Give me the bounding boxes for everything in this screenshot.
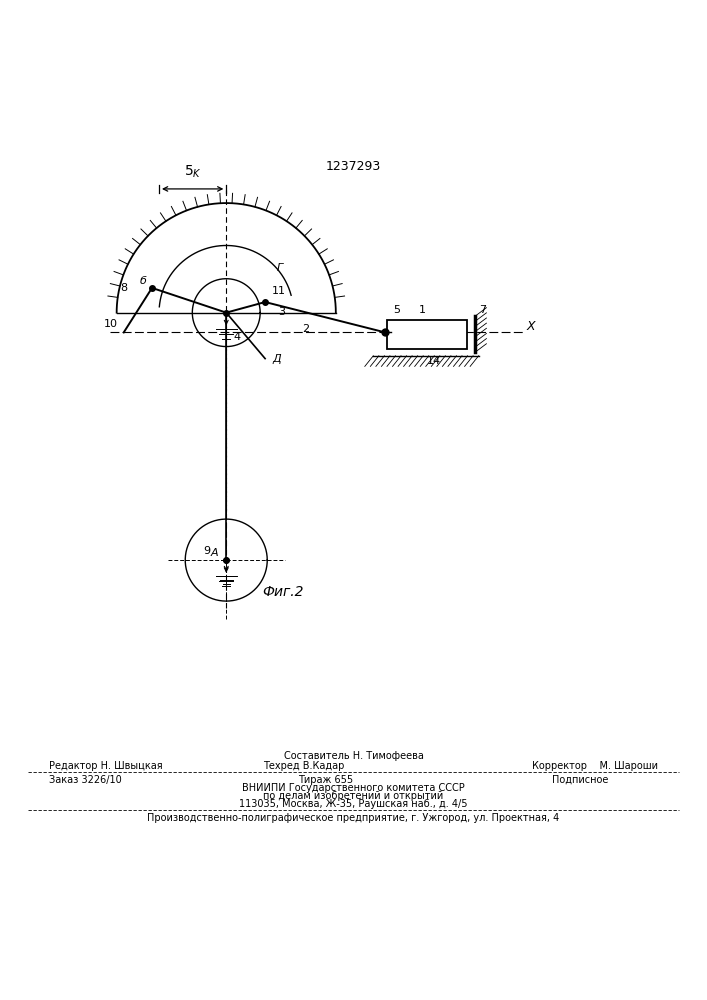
- Text: Заказ 3226/10: Заказ 3226/10: [49, 775, 122, 785]
- Text: Производственно-полиграфическое предприятие, г. Ужгород, ул. Проектная, 4: Производственно-полиграфическое предприя…: [147, 813, 560, 823]
- Text: 8: 8: [120, 283, 127, 293]
- Text: 1237293: 1237293: [326, 160, 381, 173]
- Text: 10: 10: [104, 319, 118, 329]
- Text: 113035, Москва, Ж-35, Раушская наб., д. 4/5: 113035, Москва, Ж-35, Раушская наб., д. …: [239, 799, 468, 809]
- Text: 11: 11: [271, 286, 286, 296]
- Text: Фиг.2: Фиг.2: [262, 585, 303, 599]
- Text: $5_K$: $5_K$: [184, 163, 201, 180]
- Text: А: А: [211, 548, 218, 558]
- Text: б: б: [139, 276, 146, 286]
- Text: Подписное: Подписное: [551, 775, 608, 785]
- Text: 3: 3: [278, 307, 285, 317]
- Text: 7: 7: [479, 305, 486, 315]
- Text: 1: 1: [419, 305, 426, 315]
- Text: по делам изобретений и открытий: по делам изобретений и открытий: [264, 791, 443, 801]
- Text: 5: 5: [393, 305, 400, 315]
- Text: Тираж 655: Тираж 655: [298, 775, 353, 785]
- Text: Редактор Н. Швыцкая: Редактор Н. Швыцкая: [49, 761, 163, 771]
- Text: 2: 2: [302, 324, 309, 334]
- Text: 14: 14: [427, 356, 441, 366]
- Text: Г: Г: [277, 263, 284, 273]
- Text: 9: 9: [204, 546, 211, 556]
- Text: X: X: [527, 320, 535, 333]
- Text: Д: Д: [272, 354, 281, 364]
- Text: Составитель Н. Тимофеева: Составитель Н. Тимофеева: [284, 751, 423, 761]
- Text: Корректор    М. Шароши: Корректор М. Шароши: [532, 761, 658, 771]
- Text: ВНИИПИ Государственного комитета СССР: ВНИИПИ Государственного комитета СССР: [242, 783, 465, 793]
- Text: 4: 4: [233, 332, 240, 342]
- Text: Техред В.Кадар: Техред В.Кадар: [263, 761, 345, 771]
- Bar: [387, 320, 467, 349]
